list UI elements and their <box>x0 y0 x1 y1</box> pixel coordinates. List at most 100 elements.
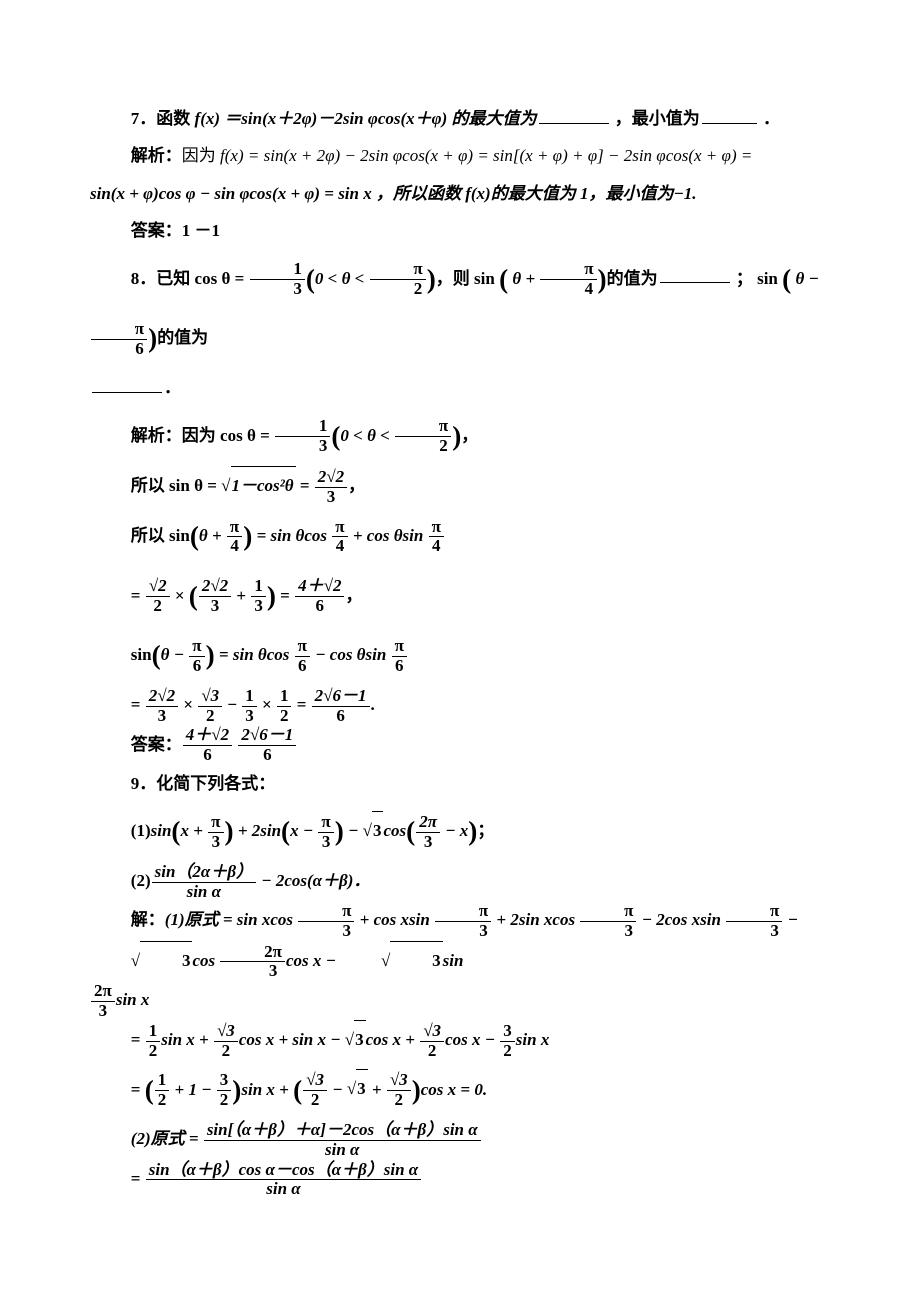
q9-sol-label: 解： <box>131 910 165 929</box>
frac-pi4b: π4 <box>227 518 242 556</box>
frac-pi-4: π4 <box>540 260 596 298</box>
q7-eq1: ＝sin(x＋2φ)－2sin φcos(x＋φ) 的最大值为 <box>220 109 536 128</box>
q9s1h: sin <box>443 951 464 970</box>
q7-fx2: f(x) <box>220 146 244 165</box>
fpi3d: π3 <box>435 902 491 940</box>
q8-l3d: + cos θsin <box>349 526 428 545</box>
q9s2e: cos x + <box>366 1030 420 1049</box>
q8-sol-l1: 解析：因为 cos θ = 130 < θ < π2， <box>90 407 830 467</box>
q9p2rest: − 2cos(α＋β)． <box>257 871 370 890</box>
q9p1c: − <box>344 821 363 840</box>
q9s2f: cos x − <box>445 1030 499 1049</box>
q8-cond-a2: 0 < θ < <box>340 426 394 445</box>
q7-sol-l2: sin(x + φ)cos φ − sin φcos(x + φ) = sin … <box>90 175 830 212</box>
q8-ans-label: 答案： <box>131 735 182 754</box>
q8-l4p: + <box>232 586 250 605</box>
q9-sol-l2: = 12sin x + √32cos x + sin x − 3cos x + … <box>90 1020 830 1060</box>
q9p1arg1a: x + <box>180 821 207 840</box>
q9-sol-l1b: 2π3sin x <box>90 981 830 1020</box>
q9-p2-label: (2) <box>131 871 151 890</box>
frac-2pi3: 2π3 <box>416 813 440 851</box>
q8-stem: 8．已知 cos θ = 130 < θ < π2，则 sin θ + π4的值… <box>90 250 830 370</box>
blank-min <box>702 107 757 124</box>
f32: 32 <box>500 1022 515 1060</box>
q9p1end: ； <box>477 821 494 840</box>
q9s1g: cos x − <box>286 951 340 970</box>
q8-sol-label: 解析： <box>131 426 182 445</box>
sqrt3c: 3 <box>340 941 442 979</box>
q9s1a: (1)原式 = sin xcos <box>165 910 297 929</box>
fpi3c: π3 <box>298 902 354 940</box>
frac-1-2: 12 <box>277 687 292 725</box>
rp12 <box>412 1079 421 1098</box>
q8-stem-a: ．已知 cos θ = <box>139 268 248 287</box>
q9-p1: (1)sinx + π3 + 2sinx − π3 − 3cos2π3 − x； <box>90 802 830 862</box>
q7-sol-l1a: 因为 <box>182 146 220 165</box>
q9-stem-text: ．化简下列各式： <box>139 774 275 793</box>
q9s1f: cos <box>192 951 219 970</box>
lp10 <box>406 821 415 840</box>
frac-1-3b: 13 <box>275 417 330 455</box>
q8-arg1a: θ + <box>508 268 539 287</box>
frac-pi-2b: π2 <box>395 417 451 455</box>
frac-2r2-3b: 2√23 <box>199 577 231 615</box>
q8-l5b: θ − <box>161 645 189 664</box>
q7-sol-l1: 解析：因为 f(x) = sin(x + 2φ) − 2sin φcos(x +… <box>90 137 830 174</box>
q9p1arg3b: − x <box>441 821 468 840</box>
q8-answer: 答案：4＋√26 2√6－16 <box>90 726 830 765</box>
sqrt3d: 3 <box>345 1020 366 1058</box>
q8-stem-blank2: ． <box>90 369 830 406</box>
q9s3d: sin x + <box>241 1079 293 1098</box>
q8-sol-l5: sinθ − π6 = sin θcos π6 − cos θsin π6 <box>90 626 830 686</box>
q8-l4t: × <box>171 586 189 605</box>
rparen3 <box>148 328 157 347</box>
q8-ans2: 2√6－16 <box>238 726 296 764</box>
f12: 12 <box>146 1022 161 1060</box>
f12b: 12 <box>155 1071 170 1109</box>
q7-answer: 答案：1 －1 <box>90 212 830 249</box>
q8-stem-e: 的值为 <box>157 328 208 347</box>
q9s2h: sin x <box>516 1030 550 1049</box>
q9-p1-label: (1) <box>131 821 151 840</box>
rparen2 <box>598 268 607 287</box>
frac-pi6b: π6 <box>189 637 204 675</box>
q8-l3b: θ + <box>199 526 226 545</box>
q8-sol-l4: = √22 × 2√23 + 13 = 4＋√26， <box>90 567 830 627</box>
q8-l2a: 所以 sin θ = <box>131 476 221 495</box>
q8-l4eq: = <box>276 586 294 605</box>
q8-sol-l2: 所以 sin θ = 1－cos²θ = 2√23， <box>90 466 830 506</box>
q8-l3c: = sin θcos <box>252 526 331 545</box>
lp11 <box>145 1079 154 1098</box>
q8-l3a: 所以 sin <box>131 526 190 545</box>
q9-p2-frac: sin（2α＋β）sin α <box>152 863 256 901</box>
rp4 <box>452 426 461 445</box>
q7-sol-label: 解析： <box>131 146 182 165</box>
q9p1b: + 2sin <box>234 821 281 840</box>
q9s1b: + cos xsin <box>355 910 434 929</box>
blank-max <box>539 107 609 124</box>
q9s3f: − <box>328 1079 347 1098</box>
q8-sol-l6: = 2√23 × √32 − 13 × 12 = 2√6－16. <box>90 686 830 725</box>
q8-ans1: 4＋√26 <box>183 726 232 764</box>
q7-end: ． <box>759 109 780 128</box>
frac-pi6d: π6 <box>392 637 407 675</box>
frac-pi3b: π3 <box>318 813 333 851</box>
q9s2b: sin x + <box>161 1030 213 1049</box>
frac-r2-2: √22 <box>146 577 170 615</box>
q9s1tail: sin x <box>116 990 150 1009</box>
q8-stem-c: 的值为 <box>607 268 658 287</box>
frac-pi-2: π2 <box>370 260 426 298</box>
q8-l5c: = sin θcos <box>215 645 294 664</box>
q8-l5a: sin <box>131 645 152 664</box>
blank-8a <box>660 266 730 283</box>
q9s3h: cos x = 0. <box>421 1079 487 1098</box>
frac-2r6-1-6: 2√6－16 <box>312 687 370 725</box>
fr32: √32 <box>214 1022 238 1060</box>
fr32b: √32 <box>420 1022 444 1060</box>
fr32c: √32 <box>303 1071 327 1109</box>
lparen3 <box>782 268 791 287</box>
q9-sol-l4: (2)原式 = sin[（α＋β）＋α]－2cos（α＋β）sin αsin α <box>90 1120 830 1159</box>
rp7 <box>206 645 215 664</box>
fpi3f: π3 <box>726 902 782 940</box>
q9s3b: + 1 − <box>170 1079 216 1098</box>
